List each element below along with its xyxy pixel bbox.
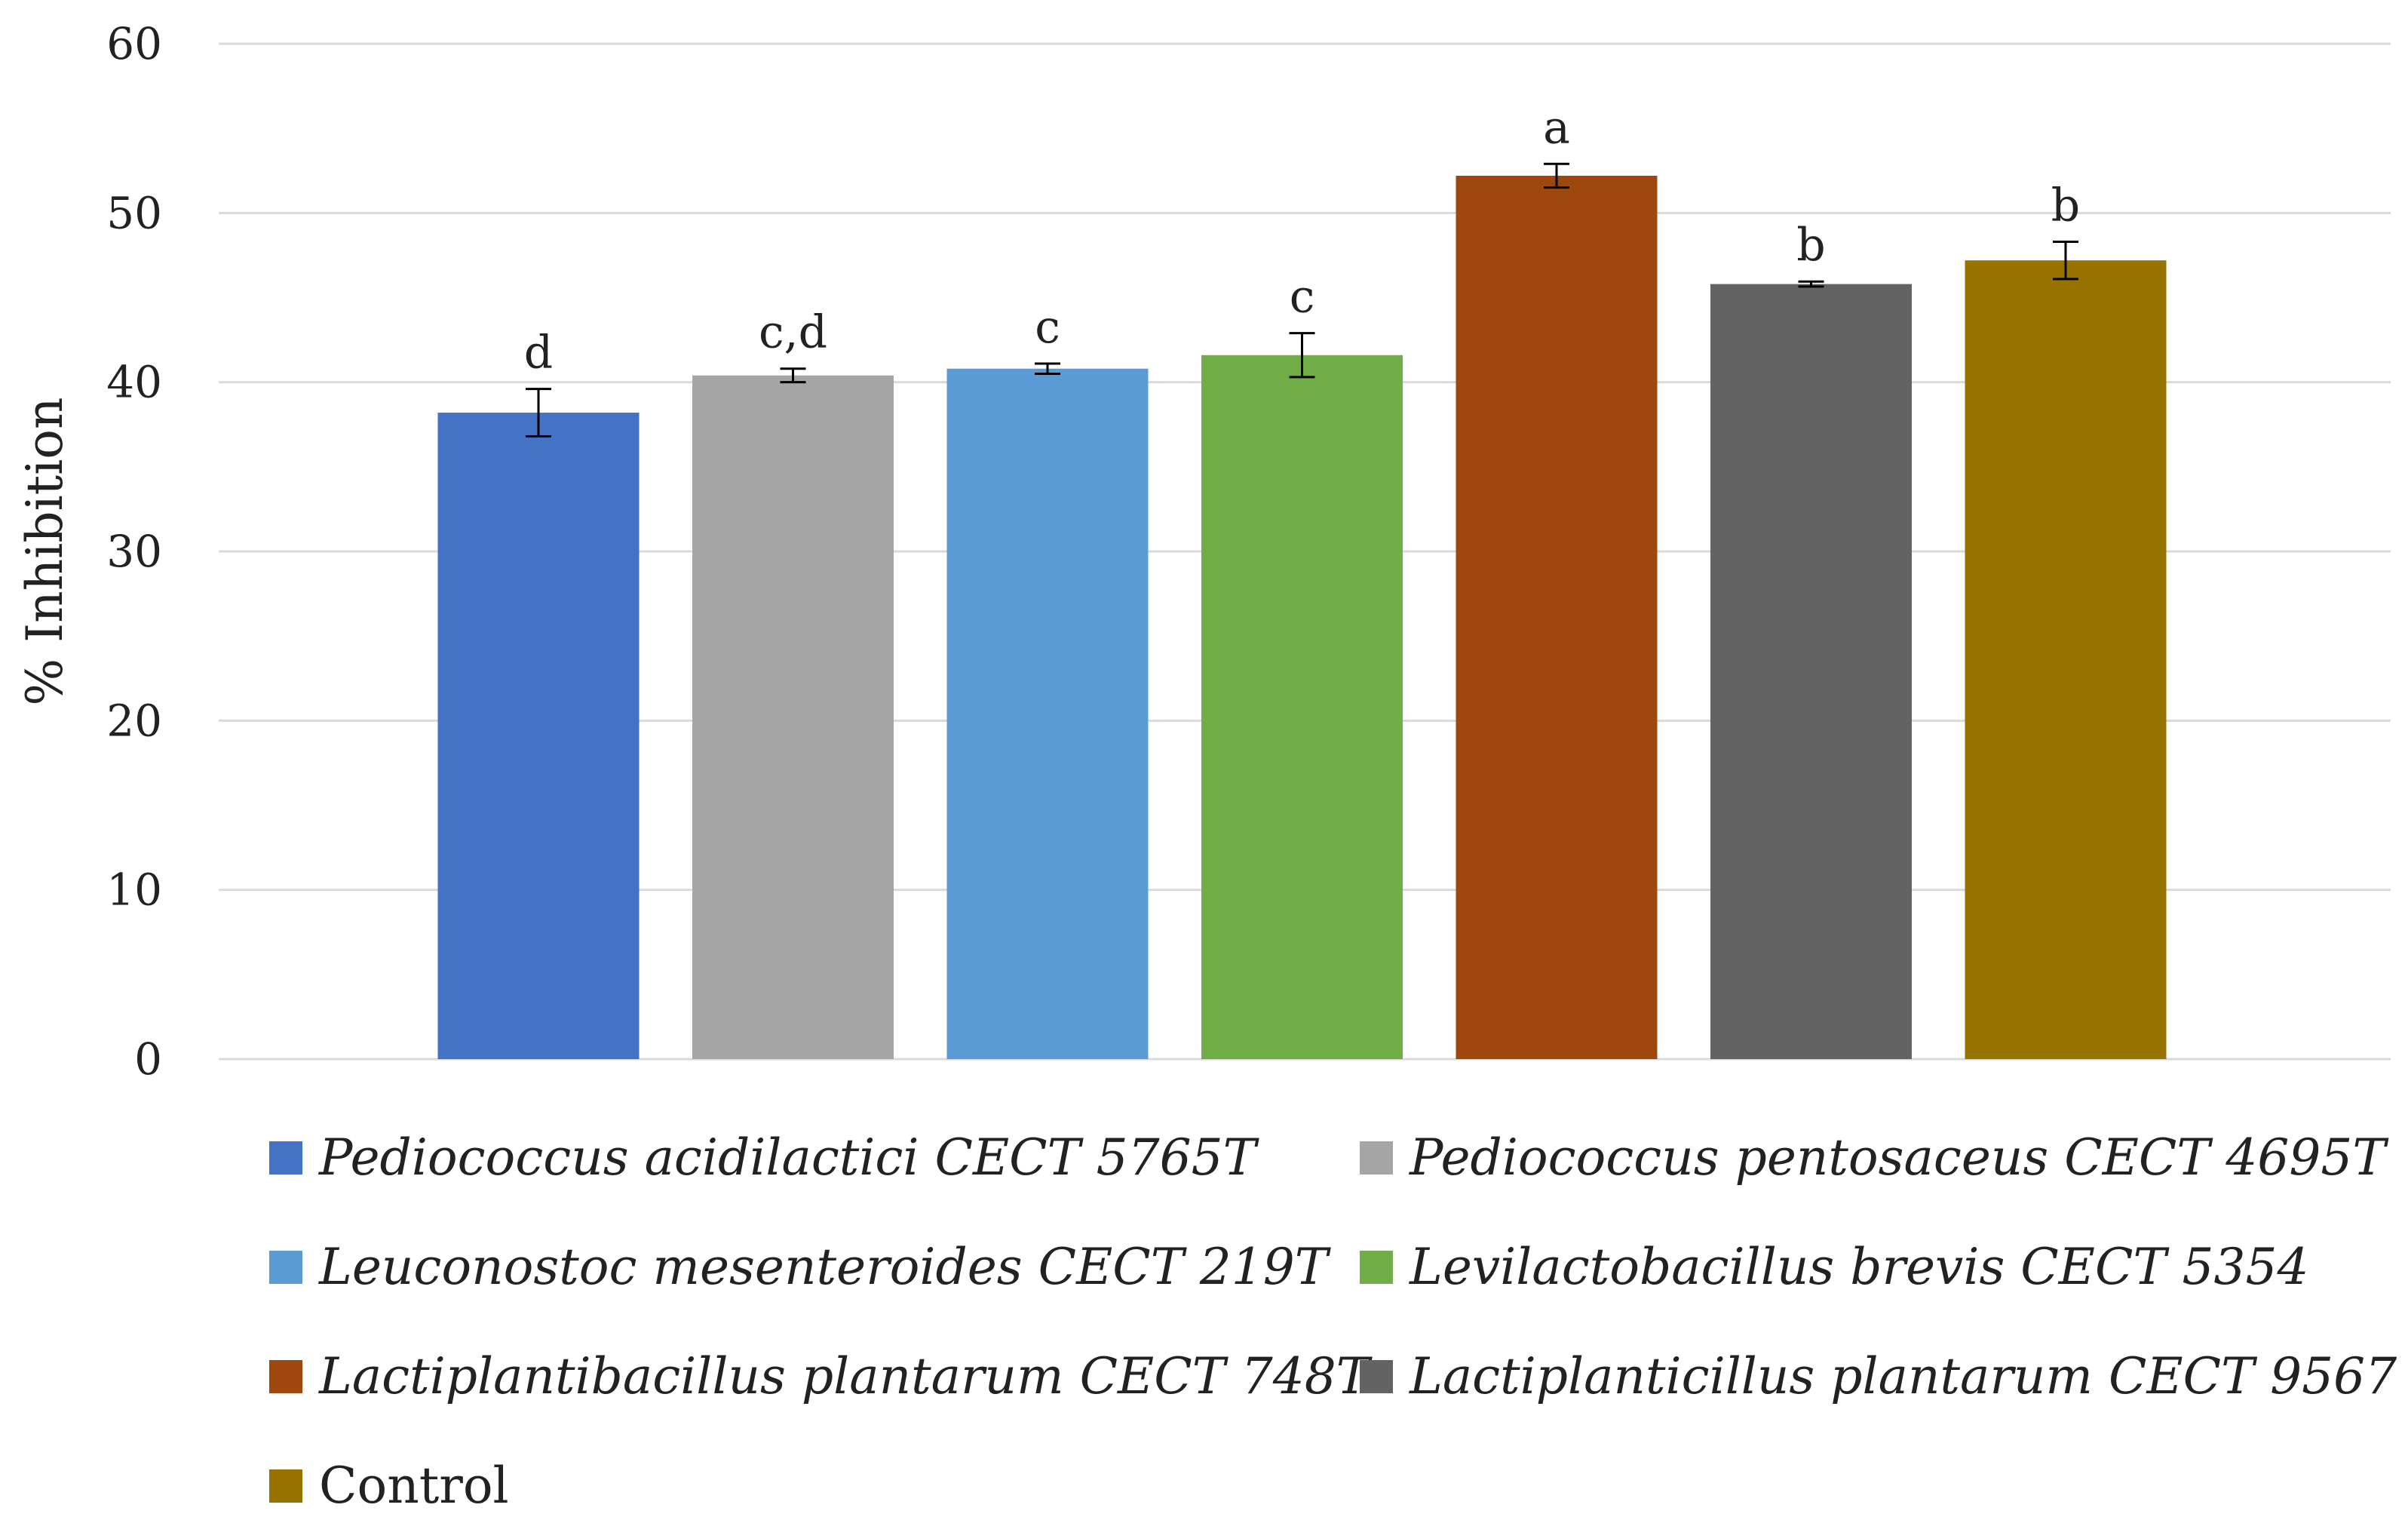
y-tick-label: 60 [106, 18, 162, 69]
y-tick-label: 30 [106, 526, 162, 577]
legend-swatch [269, 1251, 302, 1284]
legend-swatch [269, 1360, 302, 1393]
bar [1965, 260, 2167, 1059]
bar [1456, 176, 1658, 1059]
y-axis-ticks: 0 10 20 30 40 50 60 [106, 18, 162, 1085]
y-tick-label: 40 [106, 357, 162, 408]
legend-label: Leuconostoc mesenteroides CECT 219T [318, 1238, 1332, 1296]
legend-item: Lactiplanticillus plantarum CECT 9567 [1360, 1347, 2397, 1405]
legend-label: Levilactobacillus brevis CECT 5354 [1409, 1238, 2308, 1296]
bar [947, 369, 1149, 1059]
legend-item: Lactiplantibacillus plantarum CECT 748T [269, 1347, 1373, 1405]
legend-swatch [1360, 1141, 1393, 1175]
bar [692, 376, 894, 1059]
legend: Pediococcus acidilactici CECT 5765T Pedio… [269, 1128, 2397, 1515]
legend-swatch [269, 1469, 302, 1503]
inhibition-bar-chart: 0 10 20 30 40 50 60 % Inhibition d c,d c c a b b Ped… [0, 0, 2408, 1520]
legend-item: Levilactobacillus brevis CECT 5354 [1360, 1238, 2308, 1296]
significance-label: d [524, 327, 553, 379]
legend-item: Control [269, 1457, 509, 1515]
significance-label: c,d [759, 306, 827, 359]
legend-item: Leuconostoc mesenteroides CECT 219T [269, 1238, 1332, 1296]
significance-label: c [1035, 301, 1060, 354]
legend-item: Pediococcus acidilactici CECT 5765T [269, 1128, 1260, 1187]
legend-label: Control [319, 1457, 509, 1515]
y-axis-title: % Inhibition [16, 397, 74, 705]
bar [438, 413, 640, 1059]
legend-swatch [1360, 1251, 1393, 1284]
y-tick-label: 20 [106, 695, 162, 746]
legend-label: Pediococcus acidilactici CECT 5765T [318, 1128, 1260, 1187]
significance-label: b [2051, 179, 2080, 232]
y-tick-label: 50 [106, 187, 162, 238]
y-tick-label: 0 [134, 1033, 162, 1085]
legend-label: Lactiplanticillus plantarum CECT 9567 [1409, 1347, 2397, 1405]
legend-swatch [269, 1141, 302, 1175]
significance-label: a [1543, 101, 1570, 154]
bar [1710, 284, 1912, 1059]
legend-label: Lactiplantibacillus plantarum CECT 748T [318, 1347, 1373, 1405]
significance-label: c [1290, 271, 1315, 324]
bar [1201, 355, 1403, 1059]
legend-item: Pediococcus pentosaceus CECT 4695T [1360, 1128, 2389, 1187]
y-tick-label: 10 [106, 864, 162, 916]
legend-label: Pediococcus pentosaceus CECT 4695T [1409, 1128, 2389, 1187]
legend-swatch [1360, 1360, 1393, 1393]
significance-label: b [1796, 219, 1825, 272]
